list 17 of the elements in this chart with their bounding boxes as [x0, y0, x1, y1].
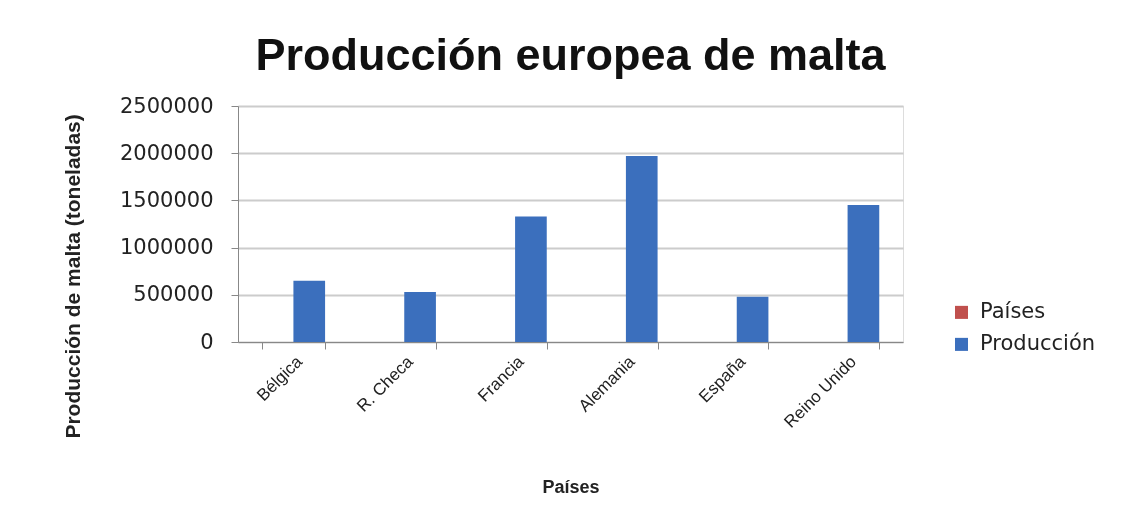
y-tick-label: 2000000	[119, 140, 214, 165]
y-tick-label: 1500000	[119, 187, 214, 212]
y-tick-label: 1000000	[119, 235, 214, 260]
bar	[736, 296, 769, 342]
y-tick-label: 0	[200, 329, 214, 354]
bar	[847, 205, 880, 342]
legend-label: Producción	[980, 331, 1096, 356]
bar	[515, 216, 547, 342]
bar	[625, 156, 658, 342]
bar	[404, 291, 436, 342]
y-axis-title: Producción de malta (toneladas)	[60, 114, 84, 439]
x-axis-title: Países	[542, 476, 600, 497]
y-tick-label: 500000	[133, 282, 214, 307]
chart-title: Producción europea de malta	[255, 29, 887, 80]
y-tick-label: 2500000	[119, 93, 214, 118]
legend-label: Países	[980, 299, 1046, 324]
bar	[293, 280, 326, 342]
